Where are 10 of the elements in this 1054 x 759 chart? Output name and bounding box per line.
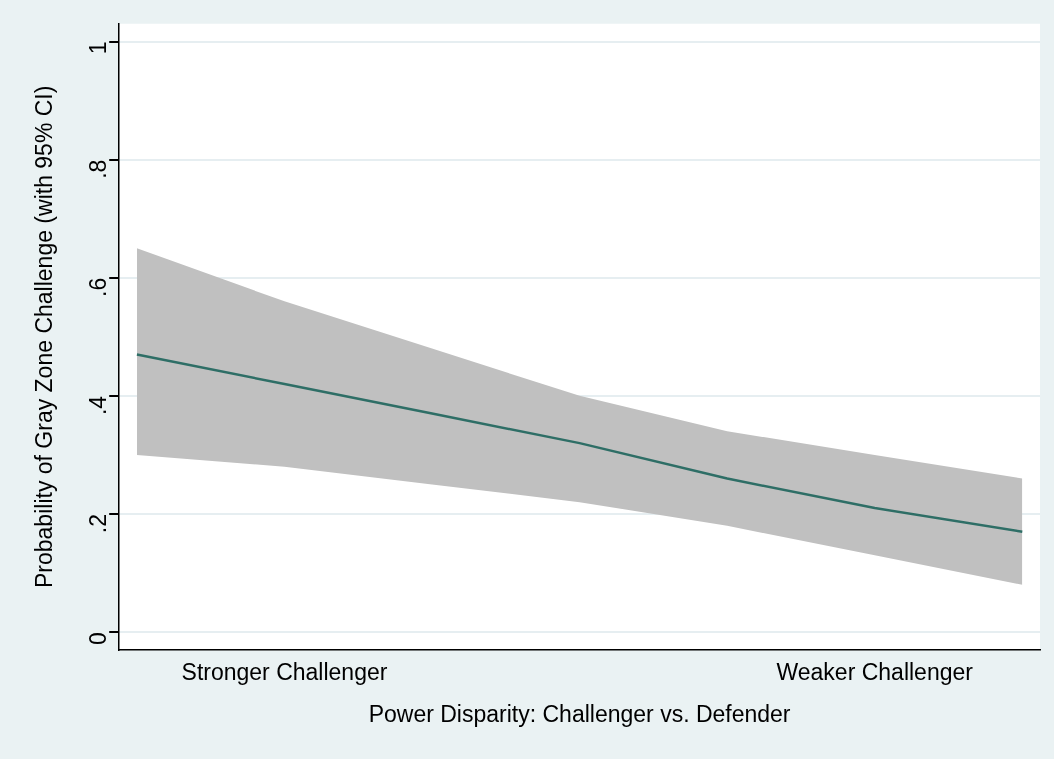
y-tick-label: .6 — [84, 277, 111, 297]
x-axis-title: Power Disparity: Challenger vs. Defender — [368, 700, 791, 727]
y-axis-title: Probability of Gray Zone Challenge (with 95% CI) — [31, 85, 58, 588]
x-tick-label: Weaker Challenger — [776, 658, 974, 685]
y-tick-label: .8 — [84, 159, 111, 179]
y-tick-label: .2 — [84, 513, 111, 534]
y-tick-label: 0 — [84, 632, 111, 645]
y-tick-label: .4 — [84, 395, 111, 416]
y-tick-label: 1 — [84, 41, 111, 55]
x-tick-label: Stronger Challenger — [181, 658, 388, 685]
